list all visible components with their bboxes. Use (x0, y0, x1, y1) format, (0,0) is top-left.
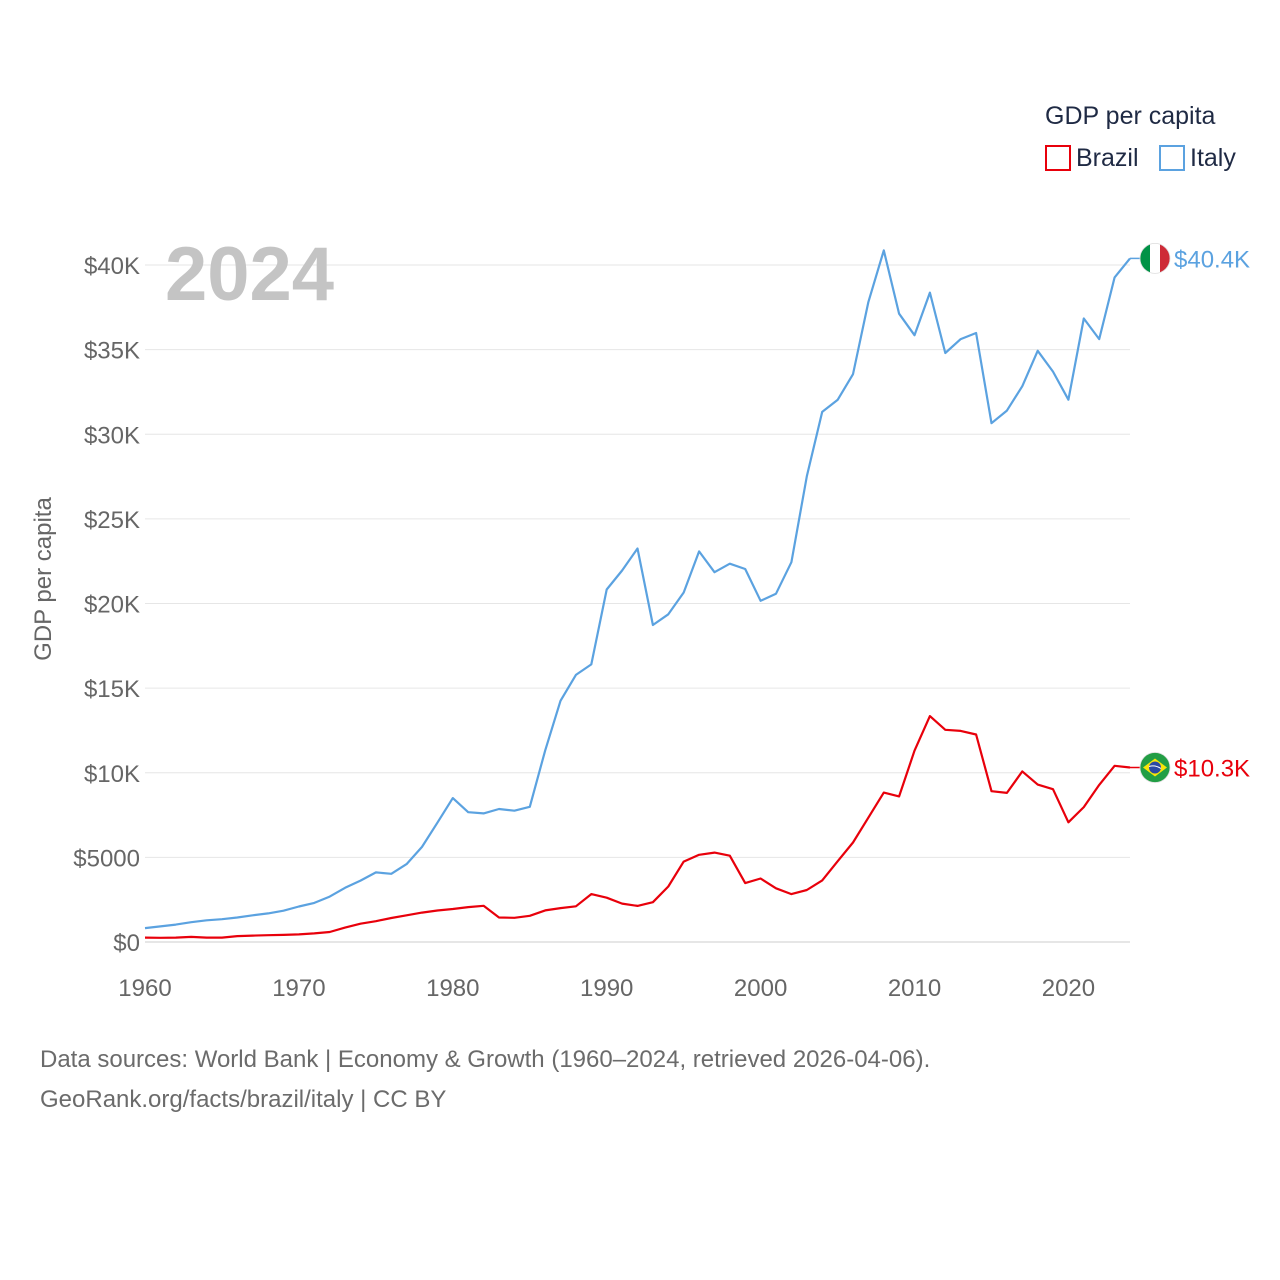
x-tick-label: 2010 (888, 975, 941, 1002)
endpoint-italy: $40.4K (1130, 242, 1250, 274)
series-line-italy[interactable] (144, 249, 1131, 930)
end-value-label: $10.3K (1174, 756, 1250, 783)
x-tick-label: 1960 (118, 975, 171, 1002)
y-axis-label: GDP per capita (30, 497, 57, 661)
x-tick-label: 2000 (734, 975, 787, 1002)
legend-label-brazil[interactable]: Brazil (1076, 144, 1139, 172)
x-axis-ticks: 1960 1970 1980 1990 2000 2010 2020 (118, 975, 1095, 1002)
x-tick-label: 1980 (426, 975, 479, 1002)
y-tick-label: $15K (84, 676, 140, 703)
y-tick-label: $0 (113, 930, 140, 957)
legend: GDP per capita Brazil Italy (1045, 102, 1236, 172)
legend-title: GDP per capita (1045, 102, 1216, 130)
y-axis-ticks: $0 $5000 $10K $15K $20K $25K $30K $35K $40K (73, 253, 140, 957)
footer-sources: Data sources: World Bank | Economy & Gro… (40, 1046, 931, 1073)
footer-link[interactable]: GeoRank.org/facts/brazil/italy | CC BY (40, 1086, 447, 1113)
y-tick-label: $25K (84, 507, 140, 534)
gridlines (145, 264, 1130, 943)
end-value-label: $40.4K (1174, 246, 1250, 273)
y-tick-label: $30K (84, 422, 140, 449)
x-tick-label: 1990 (580, 975, 633, 1002)
brazil-flag-icon (1139, 752, 1171, 783)
x-tick-label: 2020 (1042, 975, 1095, 1002)
legend-label-italy[interactable]: Italy (1190, 144, 1236, 172)
series-lines (144, 249, 1131, 939)
y-tick-label: $5000 (73, 845, 140, 872)
chart: $0 $5000 $10K $15K $20K $25K $30K $35K $40K 1960… (30, 102, 1250, 1002)
legend-swatch-brazil[interactable] (1045, 145, 1071, 171)
series-line-brazil[interactable] (144, 714, 1131, 939)
year-label: 2024 (165, 232, 334, 317)
y-tick-label: $10K (84, 761, 140, 788)
x-tick-label: 1970 (272, 975, 325, 1002)
y-tick-label: $40K (84, 253, 140, 280)
legend-swatch-italy[interactable] (1159, 145, 1185, 171)
footer: Data sources: World Bank | Economy & Gro… (40, 1040, 930, 1120)
series-endpoints: $10.3K $40.4K (1130, 242, 1250, 783)
y-tick-label: $35K (84, 338, 140, 365)
italy-flag-icon (1139, 242, 1171, 274)
endpoint-brazil: $10.3K (1130, 752, 1250, 783)
y-tick-label: $20K (84, 592, 140, 619)
